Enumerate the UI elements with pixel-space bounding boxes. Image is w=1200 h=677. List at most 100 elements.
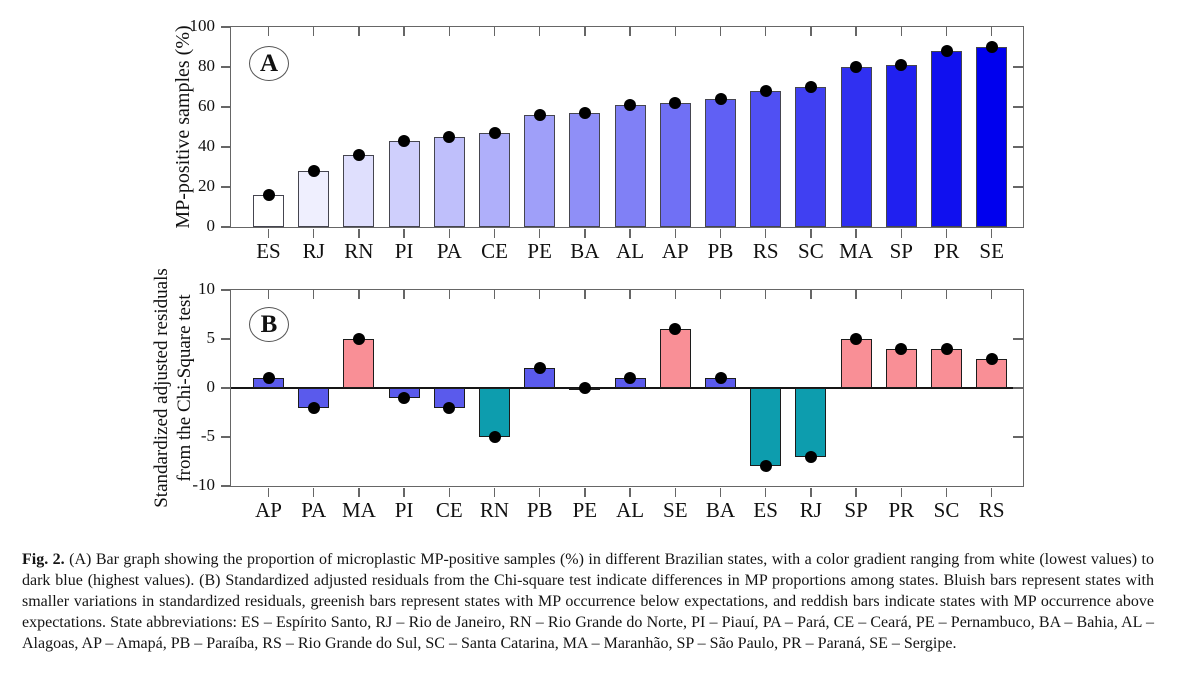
x-label-PE: PE — [572, 498, 598, 522]
x-tick-top-SE — [990, 27, 993, 36]
x-tick-top-PA — [448, 27, 451, 36]
bar-PI — [388, 141, 420, 227]
x-tick-bottom-PR — [945, 228, 948, 238]
x-tick-top-RJ — [810, 290, 812, 299]
value-marker-ES — [262, 189, 275, 201]
y-tick-label-0: 0 — [206, 215, 216, 235]
x-tick-top-PI — [403, 27, 405, 36]
y-tick-left-5 — [221, 338, 231, 340]
x-tick-top-SE — [674, 290, 677, 299]
bar-SC — [931, 348, 962, 388]
x-tick-bottom-SE — [674, 487, 677, 497]
x-label-ES: ES — [753, 498, 778, 522]
y-tick-label-10: 10 — [198, 278, 215, 298]
x-tick-top-AP — [674, 27, 677, 36]
x-tick-top-BA — [719, 290, 722, 299]
x-tick-top-PR — [900, 290, 903, 299]
x-tick-top-PE — [584, 290, 586, 299]
y-tick-label-5: 5 — [206, 327, 216, 347]
bar-PA — [433, 137, 465, 227]
value-marker-CE — [488, 127, 501, 139]
x-tick-top-SP — [900, 27, 903, 36]
x-tick-bottom-SP — [855, 487, 857, 497]
x-label-PB: PB — [707, 239, 734, 263]
bar-PE — [524, 115, 556, 227]
value-marker-RJ — [804, 450, 817, 463]
x-tick-top-CE — [448, 290, 451, 299]
y-tick-right-40 — [1013, 146, 1023, 148]
x-label-RJ: RJ — [799, 498, 822, 522]
x-label-SE: SE — [979, 239, 1004, 263]
y-tick-left-20 — [221, 186, 231, 188]
x-tick-top-AL — [629, 27, 631, 36]
x-label-AP: AP — [255, 498, 282, 522]
panel-label-a: A — [249, 46, 289, 81]
x-tick-top-PB — [538, 290, 541, 299]
y-tick-label-100: 100 — [189, 15, 216, 35]
y-tick-left-10 — [221, 289, 231, 291]
y-tick-left-80 — [221, 66, 231, 68]
x-tick-bottom-PB — [538, 487, 541, 497]
value-marker-SC — [940, 342, 953, 355]
y-tick-right-20 — [1013, 186, 1023, 188]
x-tick-bottom-ES — [267, 228, 270, 238]
y-tick-left-0 — [221, 226, 231, 228]
caption-text: (A) Bar graph showing the proportion of … — [22, 551, 1154, 652]
y-tick-right-80 — [1013, 66, 1023, 68]
bar-AL — [614, 105, 646, 227]
value-marker-PR — [940, 45, 953, 57]
caption-label: Fig. 2. — [22, 551, 65, 568]
x-tick-bottom-ES — [764, 487, 767, 497]
x-tick-bottom-SP — [900, 228, 903, 238]
x-tick-top-RS — [764, 27, 767, 36]
x-tick-top-PA — [312, 290, 315, 299]
y-tick-left--5 — [221, 436, 231, 438]
x-label-ES: ES — [256, 239, 281, 263]
x-label-SE: SE — [663, 498, 688, 522]
value-marker-RN — [352, 149, 365, 161]
x-label-RN: RN — [344, 239, 374, 263]
x-tick-bottom-RN — [358, 228, 360, 238]
bar-SC — [795, 87, 827, 227]
x-tick-top-RS — [990, 290, 993, 299]
x-tick-top-MA — [855, 27, 857, 36]
x-label-AP: AP — [661, 239, 689, 263]
x-tick-bottom-RJ — [312, 228, 315, 238]
y-tick-left-40 — [221, 146, 231, 148]
panel-b-chart: -10 -5 0 5 10 AP PA MA PI CE RN PB PE AL SE BA ES RJ SP PR S… — [151, 268, 1024, 522]
y-tick-right--5 — [1013, 436, 1023, 438]
value-marker-PE — [578, 382, 591, 394]
bar-MA — [343, 339, 375, 388]
y-tick-label-40: 40 — [198, 135, 215, 155]
x-tick-bottom-AL — [629, 228, 631, 238]
value-marker-RJ — [307, 165, 320, 177]
x-label-RS: RS — [752, 239, 779, 263]
value-marker-SC — [804, 81, 817, 93]
x-tick-bottom-PE — [584, 487, 586, 497]
x-tick-bottom-BA — [719, 487, 722, 497]
y-tick-left-60 — [221, 106, 231, 108]
x-label-AL: AL — [616, 498, 645, 522]
x-tick-bottom-PA — [448, 228, 451, 238]
x-label-CE: CE — [435, 498, 463, 522]
y-tick-left-100 — [221, 26, 231, 28]
value-marker-AP — [262, 372, 275, 385]
x-label-PI: PI — [394, 239, 414, 263]
value-marker-RS — [759, 85, 772, 97]
zero-baseline — [231, 387, 1023, 389]
bar-SP — [840, 339, 872, 388]
y-tick-label--10: -10 — [192, 474, 215, 494]
x-label-RJ: RJ — [302, 239, 325, 263]
x-tick-bottom-RJ — [810, 487, 812, 497]
value-marker-PI — [398, 391, 411, 404]
bar-MA — [840, 67, 872, 227]
bar-SE — [659, 329, 691, 388]
x-label-MA: MA — [341, 498, 376, 522]
x-tick-bottom-PI — [403, 228, 405, 238]
x-label-BA: BA — [570, 239, 600, 263]
x-tick-bottom-SE — [990, 228, 993, 238]
x-tick-top-ES — [764, 290, 767, 299]
value-marker-AP — [669, 97, 682, 109]
bar-RN — [343, 155, 375, 227]
